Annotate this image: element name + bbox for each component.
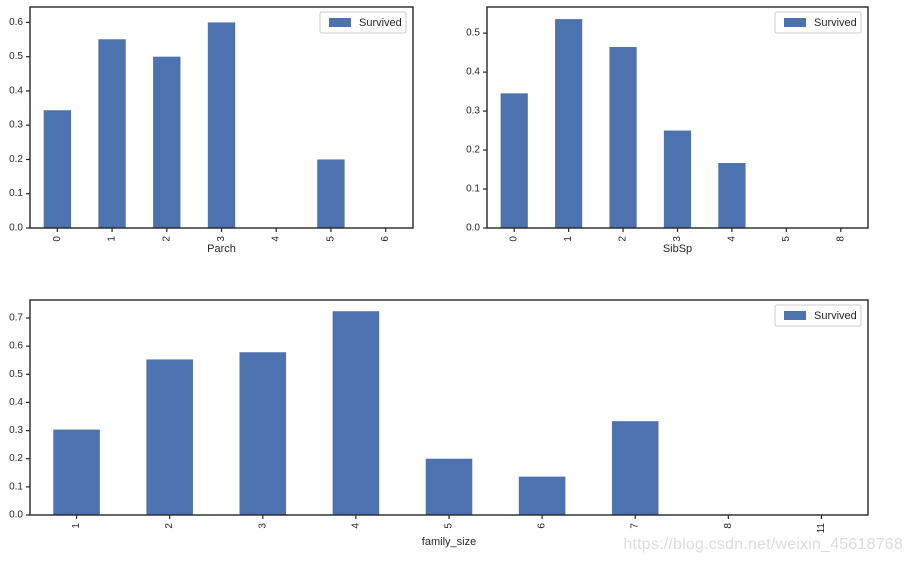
y-tick-label: 0.3 [9, 425, 23, 436]
y-tick-label: 0.4 [9, 397, 23, 408]
legend-swatch-survived [784, 18, 806, 27]
legend-swatch-survived [329, 18, 351, 27]
x-axis-label: family_size [422, 536, 476, 548]
bar-SibSp-0 [500, 93, 528, 229]
x-tick-label: 1 [107, 236, 118, 242]
y-tick-label: 0.1 [9, 188, 23, 199]
bar-family_size-5 [425, 458, 473, 515]
x-tick-label: 11 [816, 523, 827, 534]
parch-bar-chart: 0.0 0.1 0.2 0.3 0.4 0.5 0.6 0 1 2 3 4 5 6 Parch Survive… [9, 6, 414, 255]
bar-family_size-1 [53, 429, 100, 515]
y-tick-label: 0.5 [9, 51, 23, 62]
bar-SibSp-3 [663, 130, 692, 228]
y-tick-label: 0.5 [9, 369, 23, 380]
bar-Parch-3 [207, 22, 236, 229]
bar-Parch-0 [43, 110, 72, 228]
x-tick-label: 3 [216, 236, 227, 242]
y-tick-label: 0.2 [9, 154, 23, 165]
legend-label: Survived [814, 310, 857, 322]
legend-label: Survived [814, 17, 857, 29]
y-tick-label: 0.3 [466, 106, 480, 117]
x-tick-label: 1 [563, 236, 574, 242]
legend-box [774, 11, 862, 34]
watermark: https://blog.csdn.net/weixin_45618768 [623, 536, 903, 553]
bar-family_size-2 [146, 359, 193, 515]
x-tick-label: 0 [52, 236, 63, 242]
y-tick-label: 0.0 [466, 223, 480, 234]
bar-SibSp-1 [555, 19, 583, 229]
y-tick-label: 0.0 [9, 223, 23, 234]
bar-family_size-4 [332, 311, 380, 515]
x-tick-label: 6 [380, 236, 391, 242]
x-tick-label: 4 [271, 236, 282, 242]
y-tick-label: 0.4 [466, 67, 480, 78]
y-tick-label: 0.5 [466, 28, 480, 39]
x-tick-label: 2 [618, 236, 629, 242]
bar-SibSp-2 [609, 47, 637, 228]
x-tick-label: 6 [537, 523, 548, 529]
x-tick-label: 3 [257, 523, 268, 529]
legend-box [319, 11, 407, 34]
x-tick-label: 2 [161, 236, 172, 242]
bar-Parch-5 [317, 159, 345, 228]
bar-family_size-6 [518, 476, 566, 515]
x-tick-label: 5 [325, 236, 336, 242]
x-tick-label: 8 [723, 523, 734, 529]
sibsp-bar-chart: 0.0 0.1 0.2 0.3 0.4 0.5 0 1 2 3 4 5 8 SibSp Survived [466, 6, 869, 255]
y-tick-label: 0.3 [9, 120, 23, 131]
x-tick-label: 4 [726, 236, 737, 242]
x-axis-label: Parch [207, 243, 236, 255]
y-tick-label: 0.6 [9, 17, 23, 28]
x-tick-label: 5 [781, 236, 792, 242]
x-tick-label: 5 [444, 523, 455, 529]
x-tick-label: 3 [672, 236, 683, 242]
y-tick-label: 0.2 [466, 145, 480, 156]
x-tick-label: 2 [164, 523, 175, 529]
y-tick-label: 0.6 [9, 341, 23, 352]
legend-swatch-survived [784, 311, 806, 320]
legend-label: Survived [359, 17, 402, 29]
x-axis-label: SibSp [663, 243, 692, 255]
x-tick-label: 4 [350, 523, 361, 529]
x-tick-label: 7 [630, 523, 641, 529]
y-tick-label: 0.2 [9, 453, 23, 464]
bar-Parch-1 [98, 39, 126, 228]
y-tick-label: 0.4 [9, 85, 23, 96]
bar-SibSp-4 [718, 163, 746, 228]
y-tick-label: 0.1 [466, 184, 480, 195]
bar-Parch-2 [153, 56, 181, 229]
legend-box [774, 304, 862, 327]
bar-family_size-7 [611, 421, 659, 515]
y-tick-label: 0.7 [9, 313, 23, 324]
x-tick-label: 1 [71, 523, 82, 529]
y-tick-label: 0.1 [9, 481, 23, 492]
x-tick-label: 0 [509, 236, 520, 242]
family-size-bar-chart: 0.0 0.1 0.2 0.3 0.4 0.5 0.6 0.7 1 2 3 4 5 6 7 8 11 family… [9, 299, 869, 548]
x-tick-label: 8 [835, 236, 846, 242]
bar-family_size-3 [239, 352, 287, 515]
y-tick-label: 0.0 [9, 510, 23, 521]
